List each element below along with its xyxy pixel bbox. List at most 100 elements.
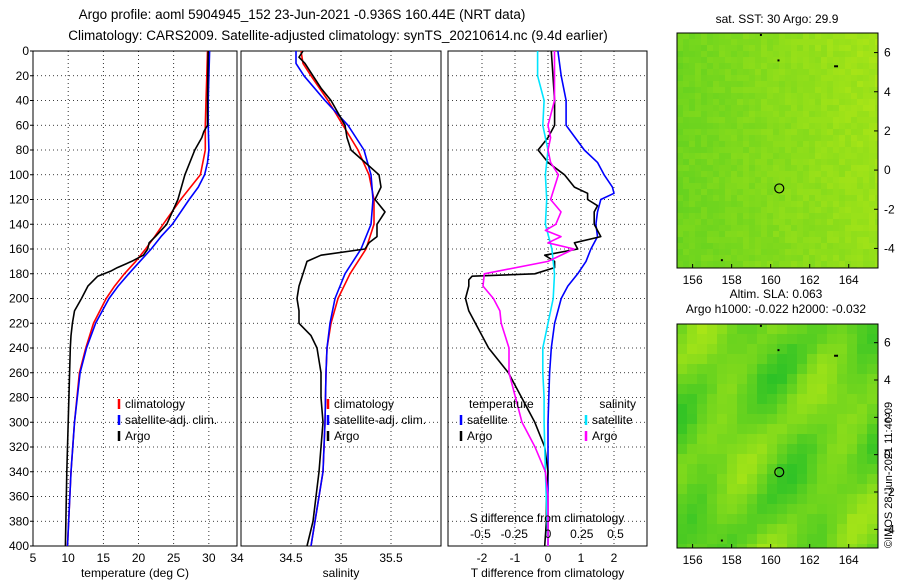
map-cell [713,129,719,135]
map-cell [731,105,737,111]
map-cell [687,484,697,494]
map-cell [863,39,869,45]
map-cell [815,111,821,117]
map-cell [713,69,719,75]
map-cell [851,33,857,39]
map-cell [785,63,791,69]
map-cell [707,213,713,219]
map-cell [707,237,713,243]
map-cell [815,165,821,171]
map-cell [815,81,821,87]
map-cell [839,159,845,165]
map-cell [697,464,707,474]
map-cell [755,117,761,123]
map-cell [807,534,817,544]
map-cell [731,225,737,231]
map-cell [787,334,797,344]
map-cell [857,99,863,105]
map-cell [701,57,707,63]
map-cell [807,404,817,414]
map-cell [683,171,689,177]
map-cell [817,414,827,424]
map-cell [737,111,743,117]
map-cell [773,207,779,213]
map-cell [687,414,697,424]
series-line-argo [64,50,209,547]
map-cell [767,231,773,237]
map-cell [815,249,821,255]
map-cell [767,255,773,261]
map-cell [857,201,863,207]
map-cell [757,404,767,414]
map-cell [743,45,749,51]
map-cell [803,189,809,195]
map-cell [851,165,857,171]
map-cell [785,171,791,177]
map-cell [791,201,797,207]
map-cell [689,51,695,57]
map-cell [857,129,863,135]
map-cell [803,153,809,159]
map-cell [827,153,833,159]
map-cell [707,524,717,534]
map-cell [863,261,869,267]
map-cell [749,45,755,51]
map-cell [845,171,851,177]
map-cell [863,207,869,213]
map-cell [821,165,827,171]
map-cell [773,87,779,93]
map-cell [749,63,755,69]
map-cell [857,165,863,171]
map-cell [797,424,807,434]
map-cell [767,153,773,159]
map-cell [803,81,809,87]
map-cell [727,484,737,494]
map-cell [785,99,791,105]
y-tick-label: 0 [884,163,891,177]
map-cell [713,57,719,63]
map-cell [845,177,851,183]
map-cell [857,454,867,464]
map-cell [749,195,755,201]
map-cell [815,243,821,249]
map-cell [719,51,725,57]
map-cell [761,81,767,87]
map-cell [791,183,797,189]
map-cell [737,93,743,99]
map-cell [749,201,755,207]
map-cell [857,189,863,195]
map-cell [725,57,731,63]
map-cell [827,171,833,177]
map-cell [725,177,731,183]
map-cell [713,243,719,249]
map-cell [731,75,737,81]
map-cell [695,213,701,219]
map-cell [677,189,683,195]
map-cell [701,177,707,183]
map-cell [779,147,785,153]
map-cell [857,141,863,147]
map-cell [683,237,689,243]
map-cell [857,243,863,249]
map-cell [713,183,719,189]
map-cell [761,105,767,111]
map-cell [737,99,743,105]
map-cell [857,45,863,51]
map-cell [827,474,837,484]
map-cell [867,374,877,384]
map-cell [833,135,839,141]
map-cell [827,237,833,243]
map-cell [857,464,867,474]
map-cell [755,39,761,45]
map-cell [749,141,755,147]
map-cell [845,51,851,57]
map-cell [857,225,863,231]
map-cell [689,261,695,267]
map-cell [851,207,857,213]
map-cell [687,324,697,334]
map-cell [815,69,821,75]
map-cell [701,99,707,105]
map-cell [719,219,725,225]
map-cell [869,63,875,69]
y-tick-label: 240 [9,341,29,355]
